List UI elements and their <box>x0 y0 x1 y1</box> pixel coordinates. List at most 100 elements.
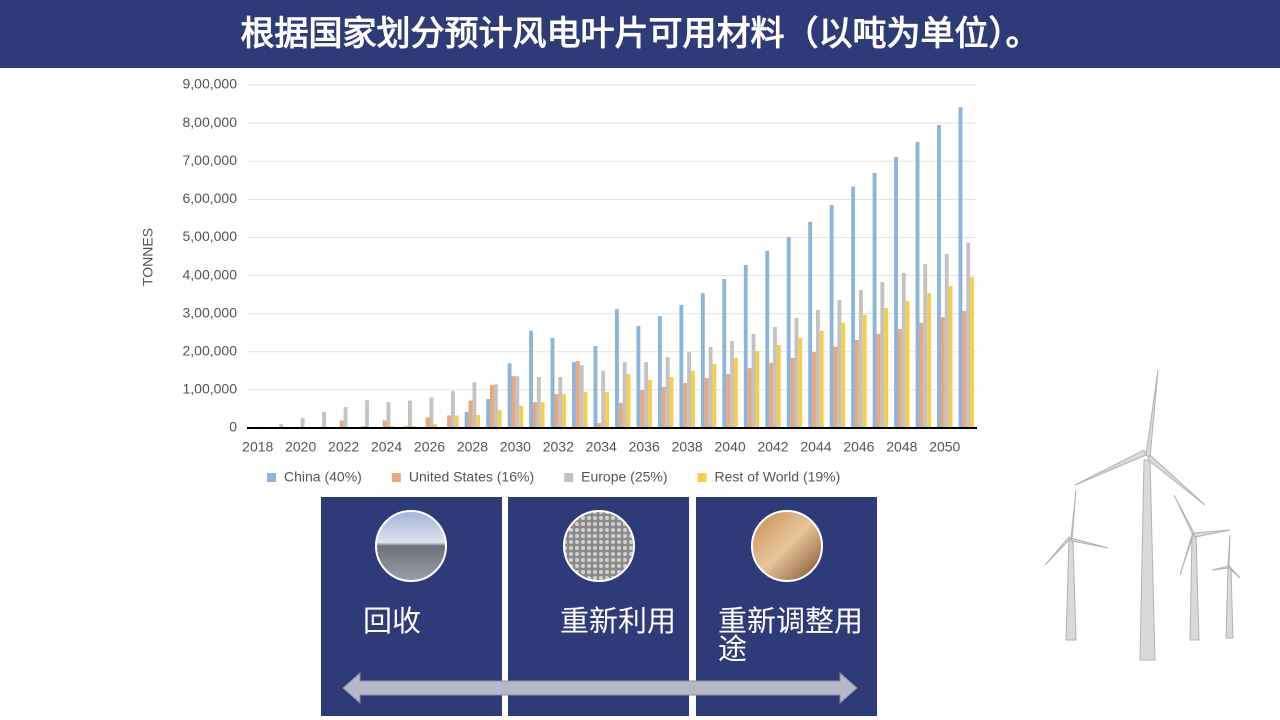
x-tick-label: 2048 <box>886 439 917 455</box>
bar <box>808 221 813 428</box>
x-tick-label: 2050 <box>929 439 960 455</box>
bar <box>429 397 434 428</box>
bar <box>550 338 555 428</box>
bar <box>712 363 717 428</box>
x-tick-label: 2024 <box>371 439 402 455</box>
bar <box>597 423 602 428</box>
bar <box>665 357 670 428</box>
bar <box>894 157 898 428</box>
bar <box>579 365 584 428</box>
bar <box>454 415 459 428</box>
bar <box>476 415 481 428</box>
bar <box>927 293 932 428</box>
bar <box>472 382 477 428</box>
bar <box>687 352 692 428</box>
y-tick-label: 7,00,000 <box>183 152 238 168</box>
bar <box>497 410 502 428</box>
panel-label: 回收 <box>363 604 422 638</box>
bar <box>876 333 881 428</box>
bar <box>743 264 748 428</box>
bar <box>669 376 674 428</box>
y-tick-label: 6,00,000 <box>183 190 238 206</box>
y-tick-label: 4,00,000 <box>183 266 238 282</box>
bar <box>618 402 623 428</box>
bar <box>447 415 451 428</box>
bar <box>575 360 580 428</box>
x-tick-label: 2046 <box>843 439 874 455</box>
bar <box>855 339 859 428</box>
legend-label: Rest of World (19%) <box>715 469 841 485</box>
bar <box>726 373 731 428</box>
legend-swatch <box>564 473 574 482</box>
bar <box>901 272 906 428</box>
bar <box>386 402 391 428</box>
bar <box>464 411 469 428</box>
bar <box>408 400 412 428</box>
bar <box>948 285 953 428</box>
bar <box>322 411 327 428</box>
icon <box>563 510 635 582</box>
bar <box>536 376 541 428</box>
bar <box>833 346 838 428</box>
x-tick-label: 2040 <box>715 439 746 455</box>
bar <box>841 322 846 428</box>
bar <box>923 264 928 428</box>
bar <box>884 307 889 428</box>
y-tick-label: 2,00,000 <box>183 342 238 358</box>
bar <box>722 278 727 428</box>
bar <box>815 309 820 428</box>
bar <box>583 392 588 428</box>
slide-title: 根据国家划分预计风电叶片可用材料（以吨为单位）。 <box>0 0 1280 68</box>
x-tick-label: 2036 <box>629 439 660 455</box>
bar <box>730 341 734 428</box>
bar <box>622 362 627 428</box>
bar <box>837 299 842 428</box>
bar <box>858 290 863 428</box>
y-tick-label: 8,00,000 <box>183 114 238 130</box>
bar <box>339 420 344 428</box>
bar <box>626 373 631 428</box>
y-tick-label: 3,00,000 <box>183 304 238 320</box>
wind-turbines <box>1044 369 1241 661</box>
x-tick-label: 2030 <box>500 439 531 455</box>
bar <box>562 394 567 428</box>
bar <box>468 400 473 428</box>
panel-label: 重新利用 <box>560 604 677 638</box>
bar <box>958 107 963 429</box>
bar <box>605 392 609 428</box>
bar <box>343 407 348 428</box>
bar <box>554 394 559 428</box>
bar <box>829 205 834 428</box>
icon <box>751 510 823 582</box>
bar <box>819 330 824 428</box>
bar <box>708 346 713 428</box>
y-tick-label: 5,00,000 <box>183 228 238 244</box>
bar <box>433 424 438 428</box>
panel: 重新利用 <box>508 497 689 716</box>
bar <box>790 357 795 428</box>
bar <box>540 402 545 428</box>
bar <box>747 368 752 428</box>
bar <box>648 379 652 428</box>
legend-swatch <box>267 473 276 482</box>
panel: 重新调整用途 <box>696 497 877 716</box>
x-tick-label: 2034 <box>586 439 617 455</box>
panel-label: 重新调整用途 <box>718 604 864 666</box>
legend-swatch <box>391 473 401 482</box>
bar <box>919 322 924 428</box>
bar <box>812 352 816 428</box>
bar <box>905 301 910 428</box>
legend-swatch <box>697 473 707 482</box>
bar <box>769 362 774 428</box>
x-tick-label: 2044 <box>800 439 831 455</box>
bar <box>776 344 781 428</box>
bar <box>679 304 684 428</box>
bar <box>944 253 949 428</box>
bar <box>794 317 799 428</box>
bar <box>425 417 430 428</box>
x-tick-label: 2028 <box>457 439 488 455</box>
panel: 回收 <box>321 497 502 716</box>
x-tick-label: 2020 <box>285 439 316 455</box>
bar <box>970 277 974 428</box>
